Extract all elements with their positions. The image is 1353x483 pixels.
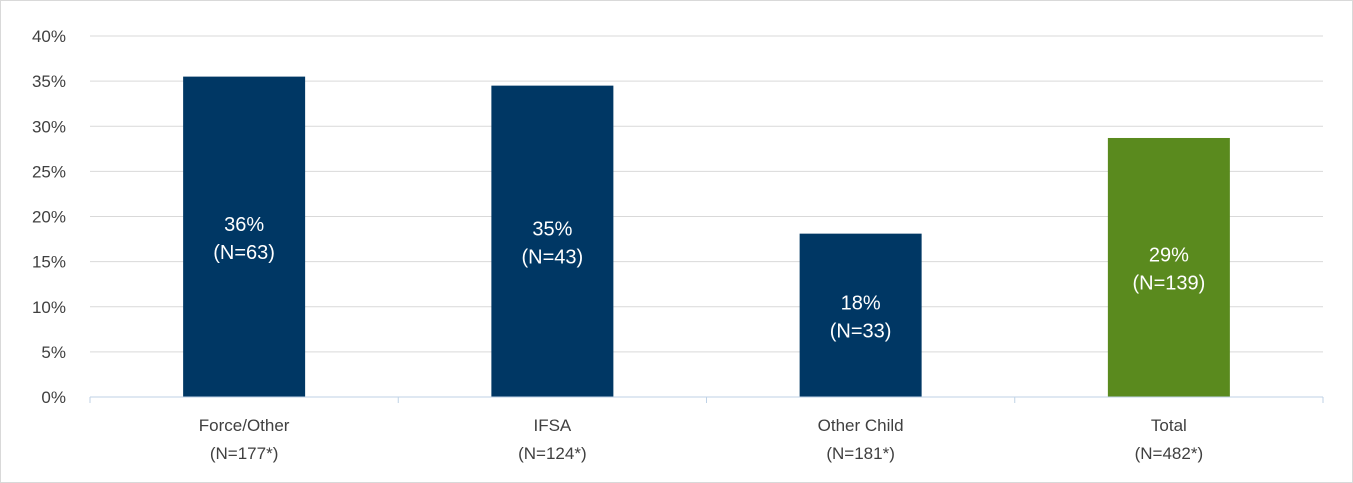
bar (183, 76, 306, 398)
bar-value-label: 35% (532, 218, 572, 240)
category-count-label: (N=181*) (826, 444, 895, 463)
y-tick-label: 15% (32, 253, 66, 272)
bar-count-label: (N=63) (213, 242, 275, 264)
x-axis-category-labels: Force/Other (N=177*) IFSA (N=124*) Other Chi… (199, 416, 1203, 463)
category-label: IFSA (533, 416, 571, 435)
bar (1107, 137, 1230, 398)
y-axis-tick-labels: 0% 5% 10% 15% 20% 25% 30% 35% 40% (32, 27, 66, 407)
y-tick-label: 35% (32, 72, 66, 91)
x-axis (89, 396, 1324, 403)
bar-value-label: 18% (841, 292, 881, 314)
bar (799, 233, 922, 397)
bar-value-label: 36% (224, 214, 264, 236)
bar (491, 85, 614, 397)
category-count-label: (N=177*) (210, 444, 279, 463)
y-tick-label: 0% (41, 388, 66, 407)
category-label: Total (1151, 416, 1187, 435)
y-tick-label: 20% (32, 208, 66, 227)
category-count-label: (N=482*) (1135, 444, 1204, 463)
category-label: Other Child (818, 416, 904, 435)
bar-value-label: 29% (1149, 244, 1189, 266)
y-tick-label: 25% (32, 162, 66, 181)
bar-data-labels: 36% (N=63) 35% (N=43) 18% (N=33) 29% (N=139) (213, 214, 1205, 343)
bar-count-label: (N=33) (830, 320, 892, 342)
y-tick-label: 30% (32, 117, 66, 136)
bar-count-label: (N=43) (522, 246, 584, 268)
y-tick-label: 10% (32, 298, 66, 317)
y-tick-label: 5% (41, 343, 66, 362)
y-tick-label: 40% (32, 27, 66, 46)
bar-count-label: (N=139) (1132, 272, 1205, 294)
bars (183, 76, 1230, 398)
category-label: Force/Other (199, 416, 290, 435)
category-count-label: (N=124*) (518, 444, 587, 463)
